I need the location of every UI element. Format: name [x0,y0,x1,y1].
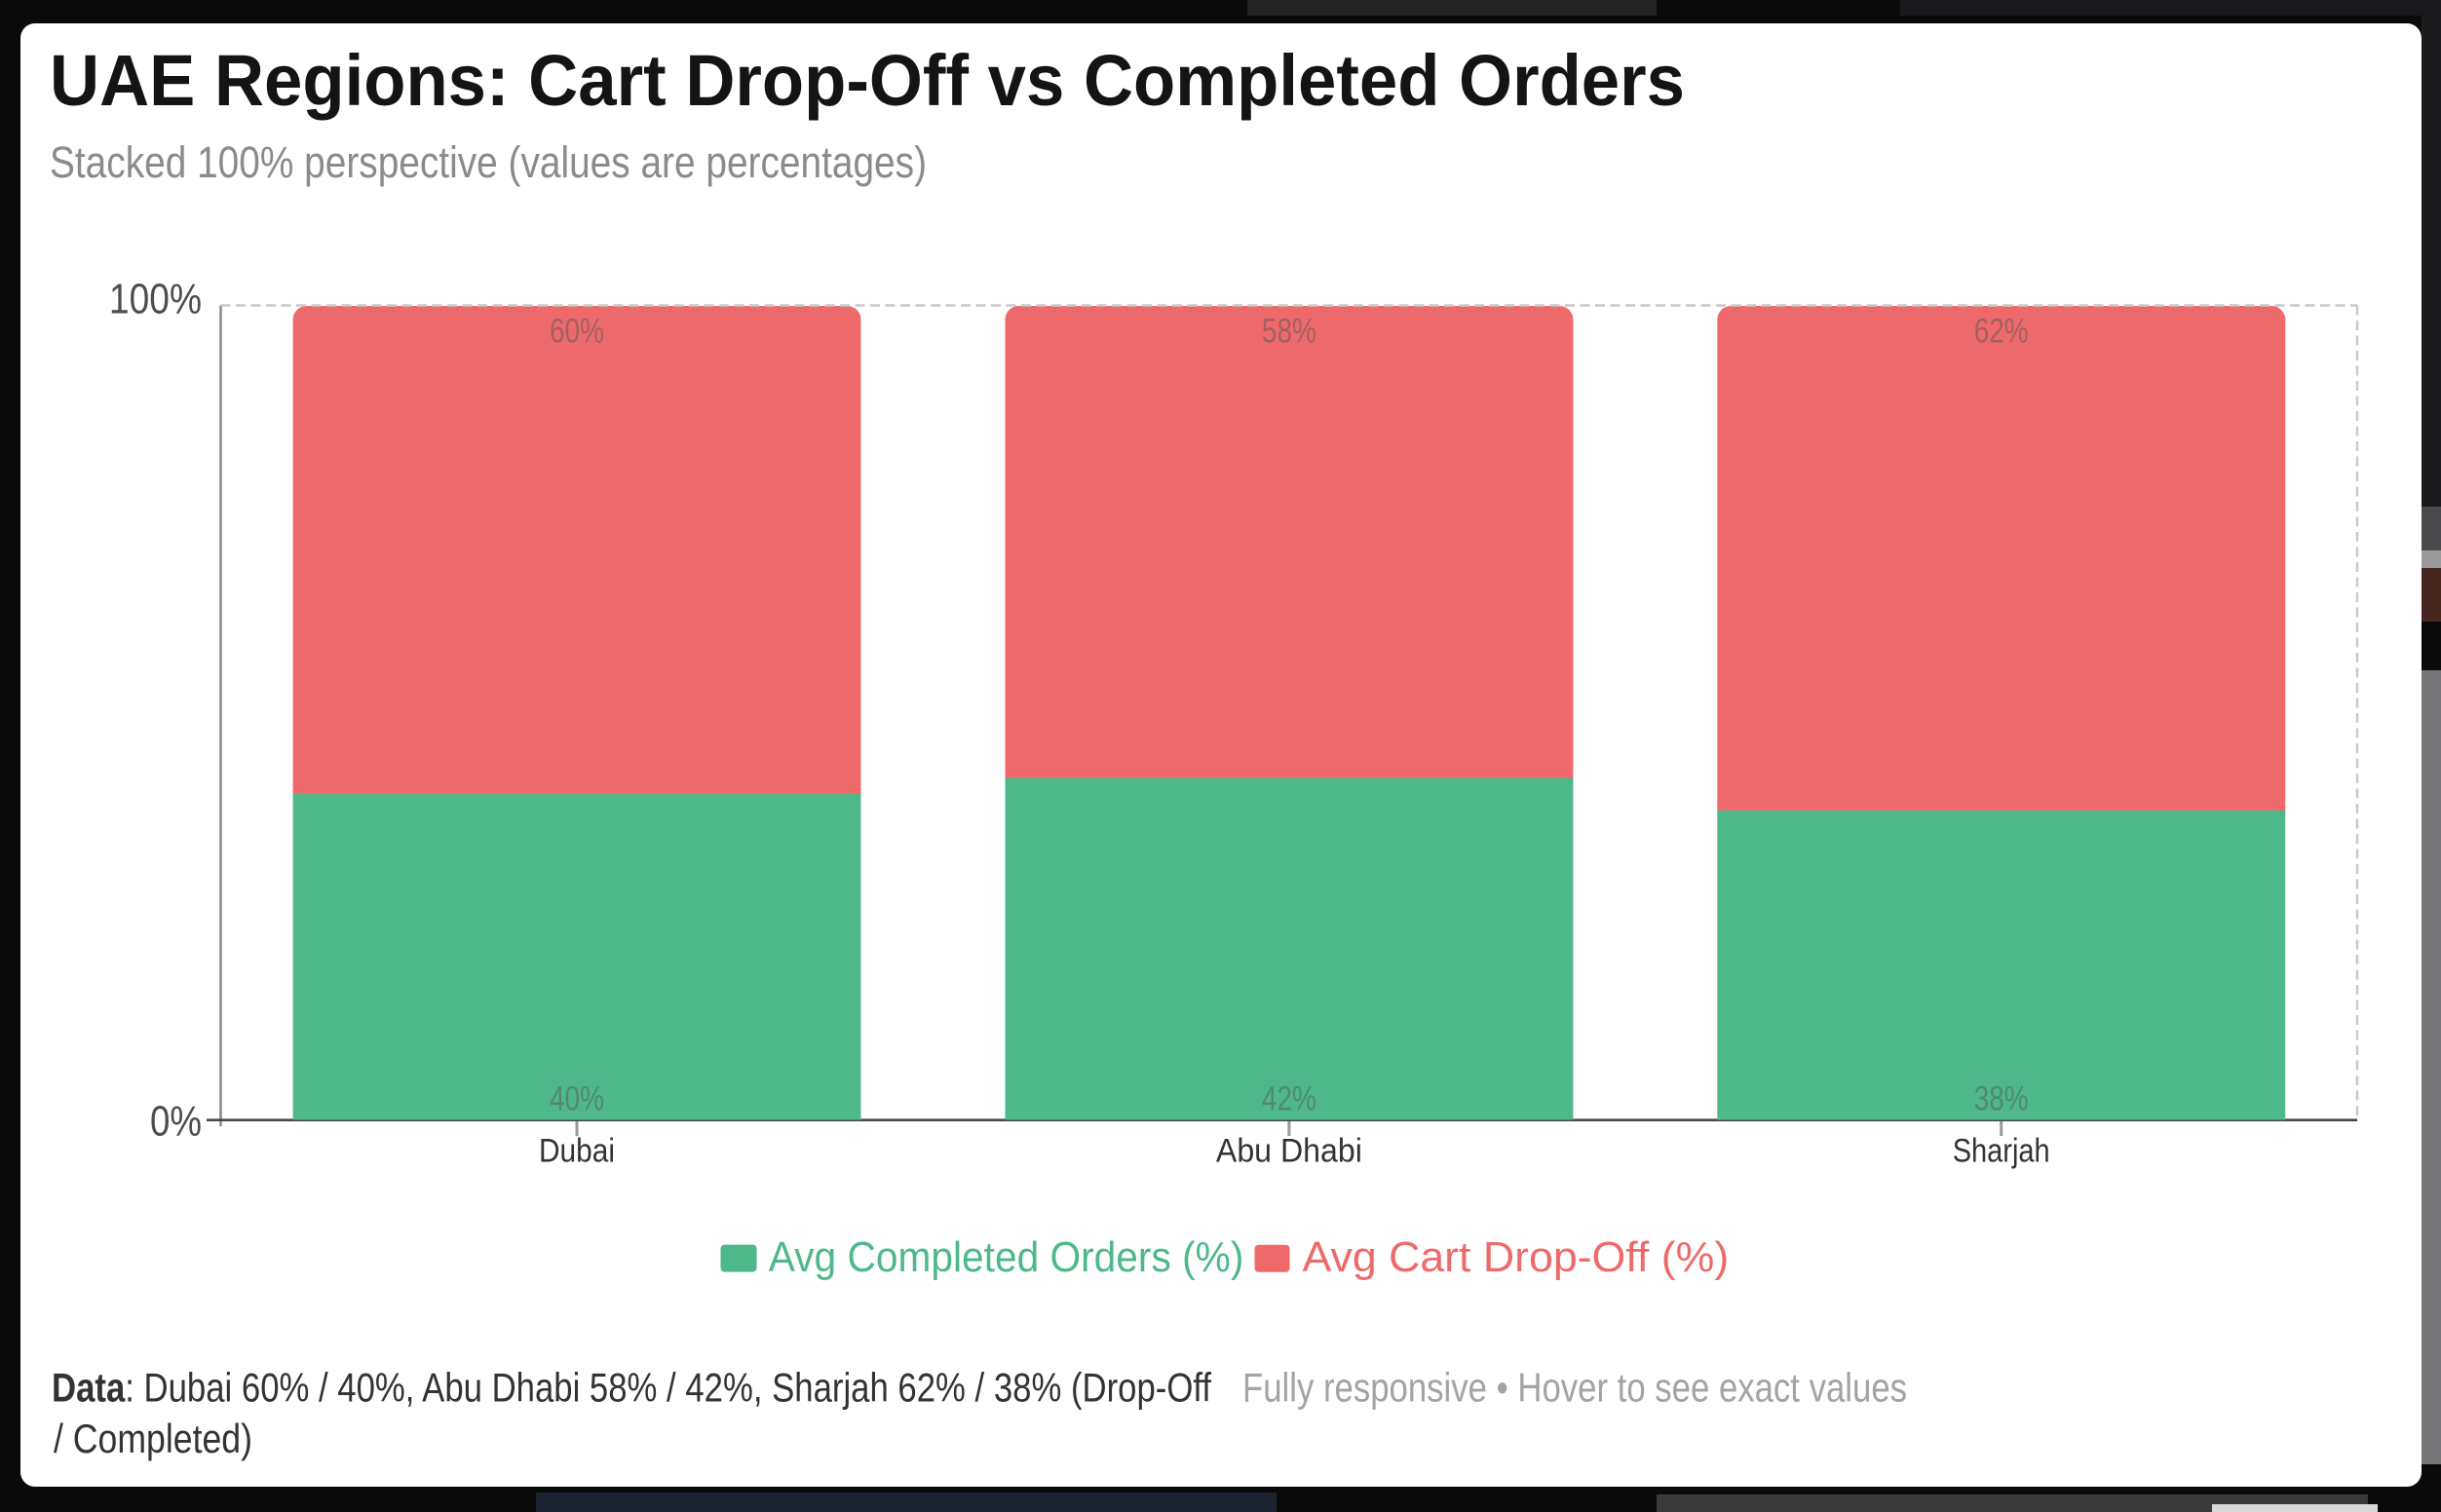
svg-text:Data: Dubai 60% / 40%, Abu Dha: Data: Dubai 60% / 40%, Abu Dhabi 58% / 4… [52,1365,1211,1411]
svg-text:100%: 100% [109,275,202,322]
svg-text:40%: 40% [550,1079,604,1117]
svg-text:Avg Completed Orders (%): Avg Completed Orders (%) [769,1233,1244,1281]
svg-text:62%: 62% [1974,313,2029,351]
svg-text:UAE Regions: Cart Drop-Off vs: UAE Regions: Cart Drop-Off vs Completed … [50,40,1685,121]
svg-text:/ Completed): / Completed) [54,1416,252,1461]
svg-text:42%: 42% [1262,1079,1316,1117]
svg-text:Fully responsive • Hover to se: Fully responsive • Hover to see exact va… [1242,1365,1907,1411]
svg-text:Avg Cart Drop-Off (%): Avg Cart Drop-Off (%) [1303,1233,1730,1281]
svg-text:Abu Dhabi: Abu Dhabi [1216,1132,1362,1169]
svg-text:Dubai: Dubai [539,1132,615,1169]
svg-text:Sharjah: Sharjah [1953,1132,2050,1169]
svg-text:0%: 0% [150,1098,202,1146]
svg-text:58%: 58% [1262,313,1316,351]
svg-text:38%: 38% [1974,1079,2029,1117]
svg-text:60%: 60% [550,313,604,351]
svg-text:Stacked 100% perspective (valu: Stacked 100% perspective (values are per… [50,137,927,187]
